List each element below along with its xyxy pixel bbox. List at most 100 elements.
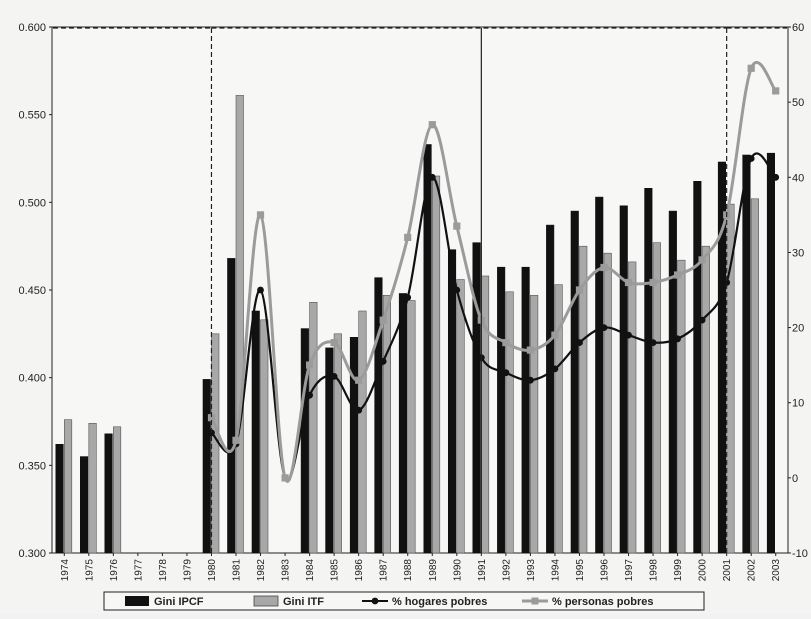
bar-gini-ipcf-2003: [766, 152, 776, 554]
bar-gini-itf-1987: [382, 294, 392, 554]
x-tick-label: 2001: [722, 559, 733, 582]
x-tick-label: 1999: [673, 559, 684, 582]
legend-label-personas-pobres: % personas pobres: [552, 596, 653, 608]
point-personas-pobres-1984: [306, 361, 314, 369]
bar-gini-itf-1990: [456, 279, 465, 554]
bar-gini-itf-2002: [750, 198, 760, 554]
bar-gini-itf-1989: [431, 175, 441, 554]
bar-gini-ipcf-2001: [717, 161, 727, 554]
point-hogares-pobres-2001: [723, 279, 731, 286]
bar-gini-ipcf-1989: [423, 144, 432, 554]
bar-gini-itf-1981: [235, 95, 244, 554]
point-personas-pobres-1988: [404, 233, 412, 241]
point-hogares-pobres-1992: [502, 369, 510, 377]
x-tick-label: 1974: [60, 559, 71, 582]
bar-gini-ipcf-1991: [472, 242, 481, 554]
bar-gini-ipcf-2000: [693, 181, 702, 554]
point-hogares-pobres-1990: [453, 286, 461, 294]
point-personas-pobres-1981: [232, 436, 240, 444]
bar-gini-ipcf-1980: [202, 379, 211, 554]
point-hogares-pobres-1994: [551, 365, 559, 373]
x-tick-label: 1986: [354, 559, 365, 582]
bar-gini-ipcf-1988: [398, 293, 408, 554]
left-axis: 0.300 0.350 0.400 0.450 0.500 0.550 0.600: [18, 22, 52, 560]
bar-gini-ipcf-1994: [546, 224, 555, 554]
left-tick-label: 0.350: [18, 460, 46, 472]
bar-gini-itf-1976: [113, 426, 122, 554]
bar-gini-ipcf-1993: [521, 266, 530, 554]
point-hogares-pobres-1998: [649, 339, 657, 346]
x-tick-label: 1981: [232, 559, 243, 582]
bar-gini-ipcf-2002: [742, 154, 751, 554]
right-tick-label: 50: [792, 97, 804, 109]
right-axis: -10 0 10 20 30 40 50 60: [788, 22, 808, 560]
x-tick-label: 1983: [281, 559, 292, 582]
bar-gini-ipcf-1975: [80, 456, 89, 554]
x-tick-label: 2003: [771, 559, 782, 582]
point-hogares-pobres-2002: [747, 155, 755, 162]
x-axis: 1974 1975 1976 1977 1978 1979 1980 1981 1982 1983…: [60, 553, 782, 581]
point-personas-pobres-1982: [256, 211, 265, 219]
bar-gini-ipcf-1985: [325, 347, 334, 554]
right-tick-label: 10: [792, 398, 804, 410]
bar-gini-itf-1992: [505, 291, 514, 554]
x-tick-label: 1994: [550, 559, 561, 582]
plot-area: [51, 26, 789, 554]
x-tick-label: 1978: [158, 559, 169, 582]
x-tick-label: 1977: [133, 559, 144, 582]
bar-gini-ipcf-1990: [447, 249, 457, 554]
point-personas-pobres-1994: [551, 331, 559, 339]
point-personas-pobres-1980: [207, 414, 216, 422]
bar-gini-itf-1984: [309, 301, 318, 554]
bar-gini-ipcf-1987: [374, 277, 383, 554]
point-hogares-pobres-1984: [306, 391, 313, 399]
bar-gini-itf-1974: [64, 419, 73, 554]
bar-gini-itf-1995: [579, 245, 588, 554]
left-tick-label: 0.300: [18, 548, 46, 560]
point-personas-pobres-1989: [428, 121, 436, 129]
bar-gini-ipcf-1986: [349, 336, 359, 554]
bar-gini-itf-1999: [677, 259, 686, 554]
bar-gini-ipcf-1981: [227, 258, 236, 554]
bar-gini-itf-1997: [628, 261, 637, 554]
point-personas-pobres-2002: [747, 64, 755, 72]
point-hogares-pobres-1996: [600, 324, 608, 331]
left-tick-label: 0.450: [18, 285, 46, 297]
legend-label-gini-ipcf: Gini IPCF: [154, 596, 204, 608]
x-tick-label: 1975: [84, 559, 95, 582]
point-personas-pobres-1986: [355, 376, 363, 384]
bar-gini-itf-1993: [530, 294, 539, 554]
x-tick-label: 1997: [624, 559, 635, 582]
x-tick-label: 1992: [501, 559, 512, 582]
bar-gini-ipcf-1999: [668, 210, 677, 554]
legend: Gini IPCF Gini ITF % hogares pobres % perso…: [103, 591, 705, 611]
x-tick-label: 1984: [305, 559, 316, 582]
x-tick-label: 1982: [256, 559, 267, 582]
point-hogares-pobres-2000: [698, 316, 706, 324]
x-tick-label: 1976: [109, 559, 120, 582]
reference-lines: [53, 27, 787, 553]
right-tick-label: 20: [792, 323, 804, 335]
x-tick-label: 1990: [452, 559, 463, 582]
x-tick-label: 1996: [600, 559, 611, 582]
x-tick-label: 1991: [477, 559, 488, 582]
x-tick-label: 1989: [428, 559, 439, 582]
left-tick-label: 0.600: [18, 22, 46, 34]
bar-gini-itf-1985: [333, 333, 342, 554]
bar-gini-ipcf-1976: [104, 433, 113, 554]
x-tick-label: 2002: [747, 559, 758, 582]
point-hogares-pobres-1987: [379, 358, 387, 365]
left-tick-label: 0.500: [18, 197, 46, 209]
point-personas-pobres-1987: [379, 316, 387, 324]
bars-layer: [55, 95, 776, 554]
bar-gini-ipcf-1997: [619, 205, 628, 554]
right-tick-label: 30: [792, 247, 804, 259]
point-personas-pobres-1990: [453, 222, 461, 230]
point-hogares-pobres-1997: [625, 331, 632, 339]
point-hogares-pobres-1999: [674, 335, 681, 343]
x-tick-label: 1993: [526, 559, 537, 582]
right-tick-label: 0: [792, 473, 798, 485]
right-tick-label: 60: [792, 22, 804, 34]
x-tick-label: 1988: [403, 559, 414, 582]
x-tick-label: 1987: [379, 559, 390, 582]
